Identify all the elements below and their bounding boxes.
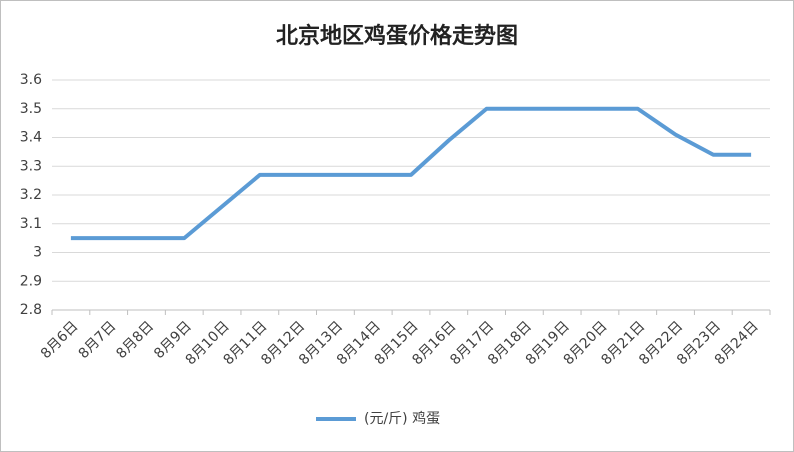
y-tick-label: 3.6: [20, 72, 42, 88]
y-tick-label: 2.8: [20, 302, 42, 318]
y-tick-label: 2.9: [20, 273, 42, 289]
y-tick-label: 3: [33, 245, 42, 261]
line-series: [70, 106, 752, 241]
chart-title: 北京地区鸡蛋价格走势图: [276, 23, 518, 49]
legend-label: (元/斤) 鸡蛋: [364, 410, 440, 427]
y-tick-label: 3.4: [20, 130, 42, 146]
y-tick-label: 3.5: [20, 101, 42, 117]
y-tick-label: 3.1: [20, 216, 42, 232]
y-tick-label: 3.3: [20, 158, 42, 174]
y-tick-label: 3.2: [20, 187, 42, 203]
